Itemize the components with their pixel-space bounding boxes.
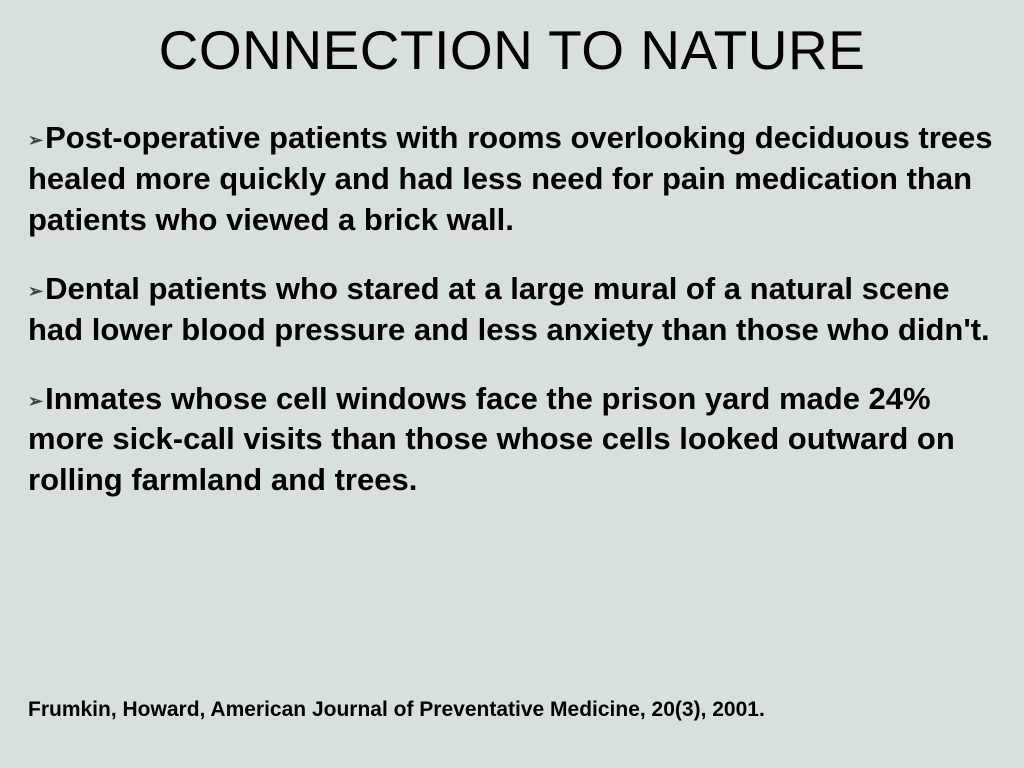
bullet-text: Inmates whose cell windows face the pris…	[28, 381, 955, 498]
bullet-text: Dental patients who stared at a large mu…	[28, 271, 990, 347]
bullet-item: ➢Inmates whose cell windows face the pri…	[28, 379, 996, 502]
bullet-item: ➢Dental patients who stared at a large m…	[28, 269, 996, 351]
bullet-item: ➢Post-operative patients with rooms over…	[28, 118, 996, 241]
chevron-right-icon: ➢	[28, 130, 43, 150]
bullet-text: Post-operative patients with rooms overl…	[28, 120, 993, 237]
slide-title: CONNECTION TO NATURE	[28, 18, 996, 82]
chevron-right-icon: ➢	[28, 391, 43, 411]
slide-container: CONNECTION TO NATURE ➢Post-operative pat…	[0, 0, 1024, 768]
chevron-right-icon: ➢	[28, 281, 43, 301]
citation-text: Frumkin, Howard, American Journal of Pre…	[28, 698, 765, 722]
